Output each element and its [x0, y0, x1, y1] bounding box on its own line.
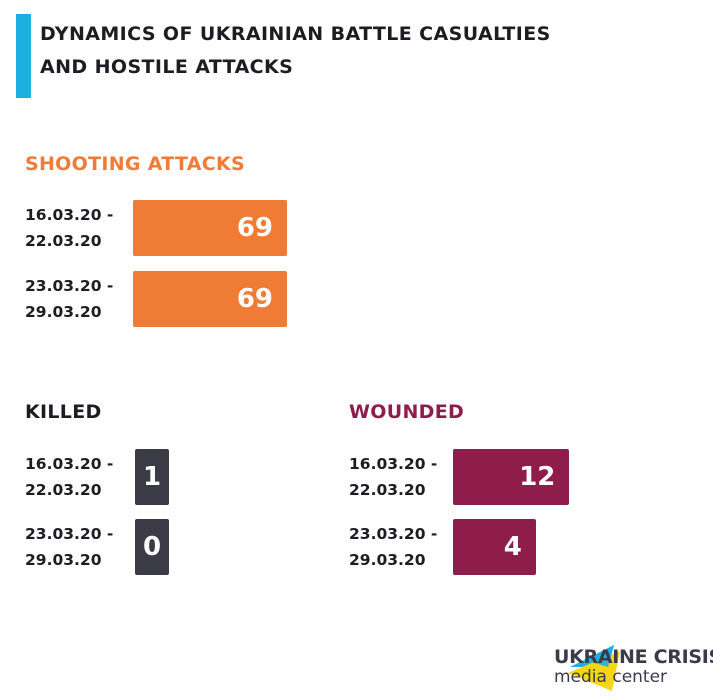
killed-row1-date: 16.03.20 -22.03.20 [25, 455, 114, 499]
shooting-row2-date: 23.03.20 -29.03.20 [25, 277, 114, 321]
killed-title: KILLED [25, 401, 102, 423]
logo-text-line2: media center [554, 667, 668, 687]
killed-row1-label: 16.03.20 -22.03.20 [25, 451, 113, 503]
title-line-1: Dynamics of Ukrainian battle casualties [40, 23, 551, 45]
wounded-bar-1: 12 [453, 449, 570, 505]
wounded-title: WOUNDED [349, 401, 465, 423]
shooting-bar-1: 69 [133, 200, 287, 256]
killed-row2-label: 23.03.20 -29.03.20 [25, 521, 113, 573]
ukraine-crisis-logo-icon [568, 645, 620, 691]
shooting-row1-date: 16.03.20 -22.03.20 [25, 206, 114, 250]
wounded-row2-date: 23.03.20 -29.03.20 [349, 525, 438, 569]
title-line-2: and hostile attacks [40, 56, 294, 78]
shooting-bar-2-value: 69 [236, 284, 273, 314]
shooting-attacks-title: SHOOTING ATTACKS [25, 153, 245, 175]
killed-bar-2: 0 [135, 519, 169, 575]
killed-row2-date: 23.03.20 -29.03.20 [25, 525, 114, 569]
shooting-row2-label: 23.03.20 -29.03.20 [25, 273, 113, 325]
title-accent-bar [16, 14, 31, 98]
logo-text-line1: UKRAINE CRISIS [554, 646, 713, 668]
wounded-bar-1-value: 12 [519, 462, 556, 492]
page-title: Dynamics of Ukrainian battle casualties … [40, 18, 551, 84]
killed-bar-1-value: 1 [142, 462, 162, 492]
wounded-row2-label: 23.03.20 -29.03.20 [349, 521, 437, 573]
wounded-row1-date: 16.03.20 -22.03.20 [349, 455, 438, 499]
wounded-bar-2: 4 [453, 519, 536, 575]
killed-bar-1: 1 [135, 449, 169, 505]
shooting-bar-2: 69 [133, 271, 287, 327]
wounded-bar-2-value: 4 [503, 532, 522, 562]
wounded-row1-label: 16.03.20 -22.03.20 [349, 451, 437, 503]
shooting-row1-label: 16.03.20 -22.03.20 [25, 202, 113, 254]
shooting-bar-1-value: 69 [236, 213, 273, 243]
killed-bar-2-value: 0 [142, 532, 162, 562]
